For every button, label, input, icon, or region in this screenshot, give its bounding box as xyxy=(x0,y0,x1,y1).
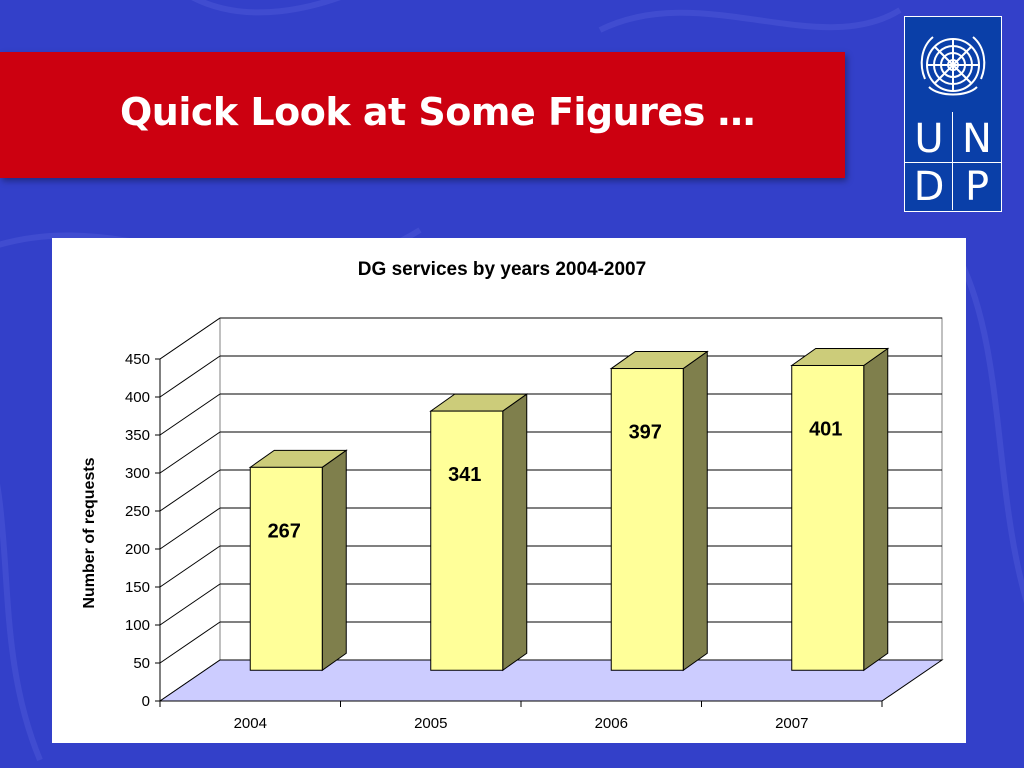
logo-letter-n: N xyxy=(962,116,992,162)
logo-divider-vertical xyxy=(952,112,953,210)
x-tick-label: 2007 xyxy=(775,715,808,732)
un-emblem-icon xyxy=(920,36,986,96)
x-tick-label: 2005 xyxy=(414,715,447,732)
bar-2006 xyxy=(610,368,684,671)
logo-letter-d: D xyxy=(913,164,945,210)
data-label: 341 xyxy=(448,464,481,486)
bar-side-2006 xyxy=(682,350,708,672)
gridline-side xyxy=(159,317,221,360)
gridline-side xyxy=(159,507,221,550)
gridline-side xyxy=(159,393,221,436)
y-axis-label: Number of requests xyxy=(81,457,98,608)
chart-panel: DG services by years 2004-2007 Number of… xyxy=(52,238,966,743)
logo-letter-u: U xyxy=(914,116,944,162)
bar-side-2007 xyxy=(863,347,889,672)
logo-letters: U N D P xyxy=(905,115,1001,211)
bar-side-2004 xyxy=(321,449,347,672)
gridline-side xyxy=(159,545,221,588)
y-tick-label: 350 xyxy=(125,427,150,444)
y-tick-label: 450 xyxy=(125,351,150,368)
logo-divider-horizontal xyxy=(904,162,1002,163)
slide-title: Quick Look at Some Figures … xyxy=(120,90,756,134)
bar-2004 xyxy=(249,466,323,671)
bar-side-2005 xyxy=(502,393,528,672)
gridline-side xyxy=(159,583,221,626)
gridline-side xyxy=(159,355,221,398)
bar-2007 xyxy=(791,364,865,671)
x-tick-label: 2006 xyxy=(595,715,628,732)
y-tick-label: 400 xyxy=(125,389,150,406)
y-tick-label: 300 xyxy=(125,465,150,482)
title-band: Quick Look at Some Figures … xyxy=(0,52,845,178)
data-label: 401 xyxy=(809,418,842,440)
bar-2005 xyxy=(430,410,504,671)
y-tick-label: 100 xyxy=(125,617,150,634)
gridline-side xyxy=(159,469,221,512)
data-label: 267 xyxy=(268,520,301,542)
y-tick-label: 200 xyxy=(125,541,150,558)
data-label: 397 xyxy=(629,422,662,444)
y-tick-label: 0 xyxy=(142,693,150,710)
y-tick-label: 50 xyxy=(133,655,150,672)
gridline-side xyxy=(159,431,221,474)
y-tick-label: 250 xyxy=(125,503,150,520)
x-tick-label: 2004 xyxy=(234,715,267,732)
bar-chart: DG services by years 2004-2007 Number of… xyxy=(81,259,944,732)
logo-letter-p: P xyxy=(964,164,990,210)
gridline-side xyxy=(159,621,221,664)
chart-title: DG services by years 2004-2007 xyxy=(358,259,646,280)
y-tick-label: 150 xyxy=(125,579,150,596)
undp-logo: U N D P xyxy=(904,16,1002,212)
